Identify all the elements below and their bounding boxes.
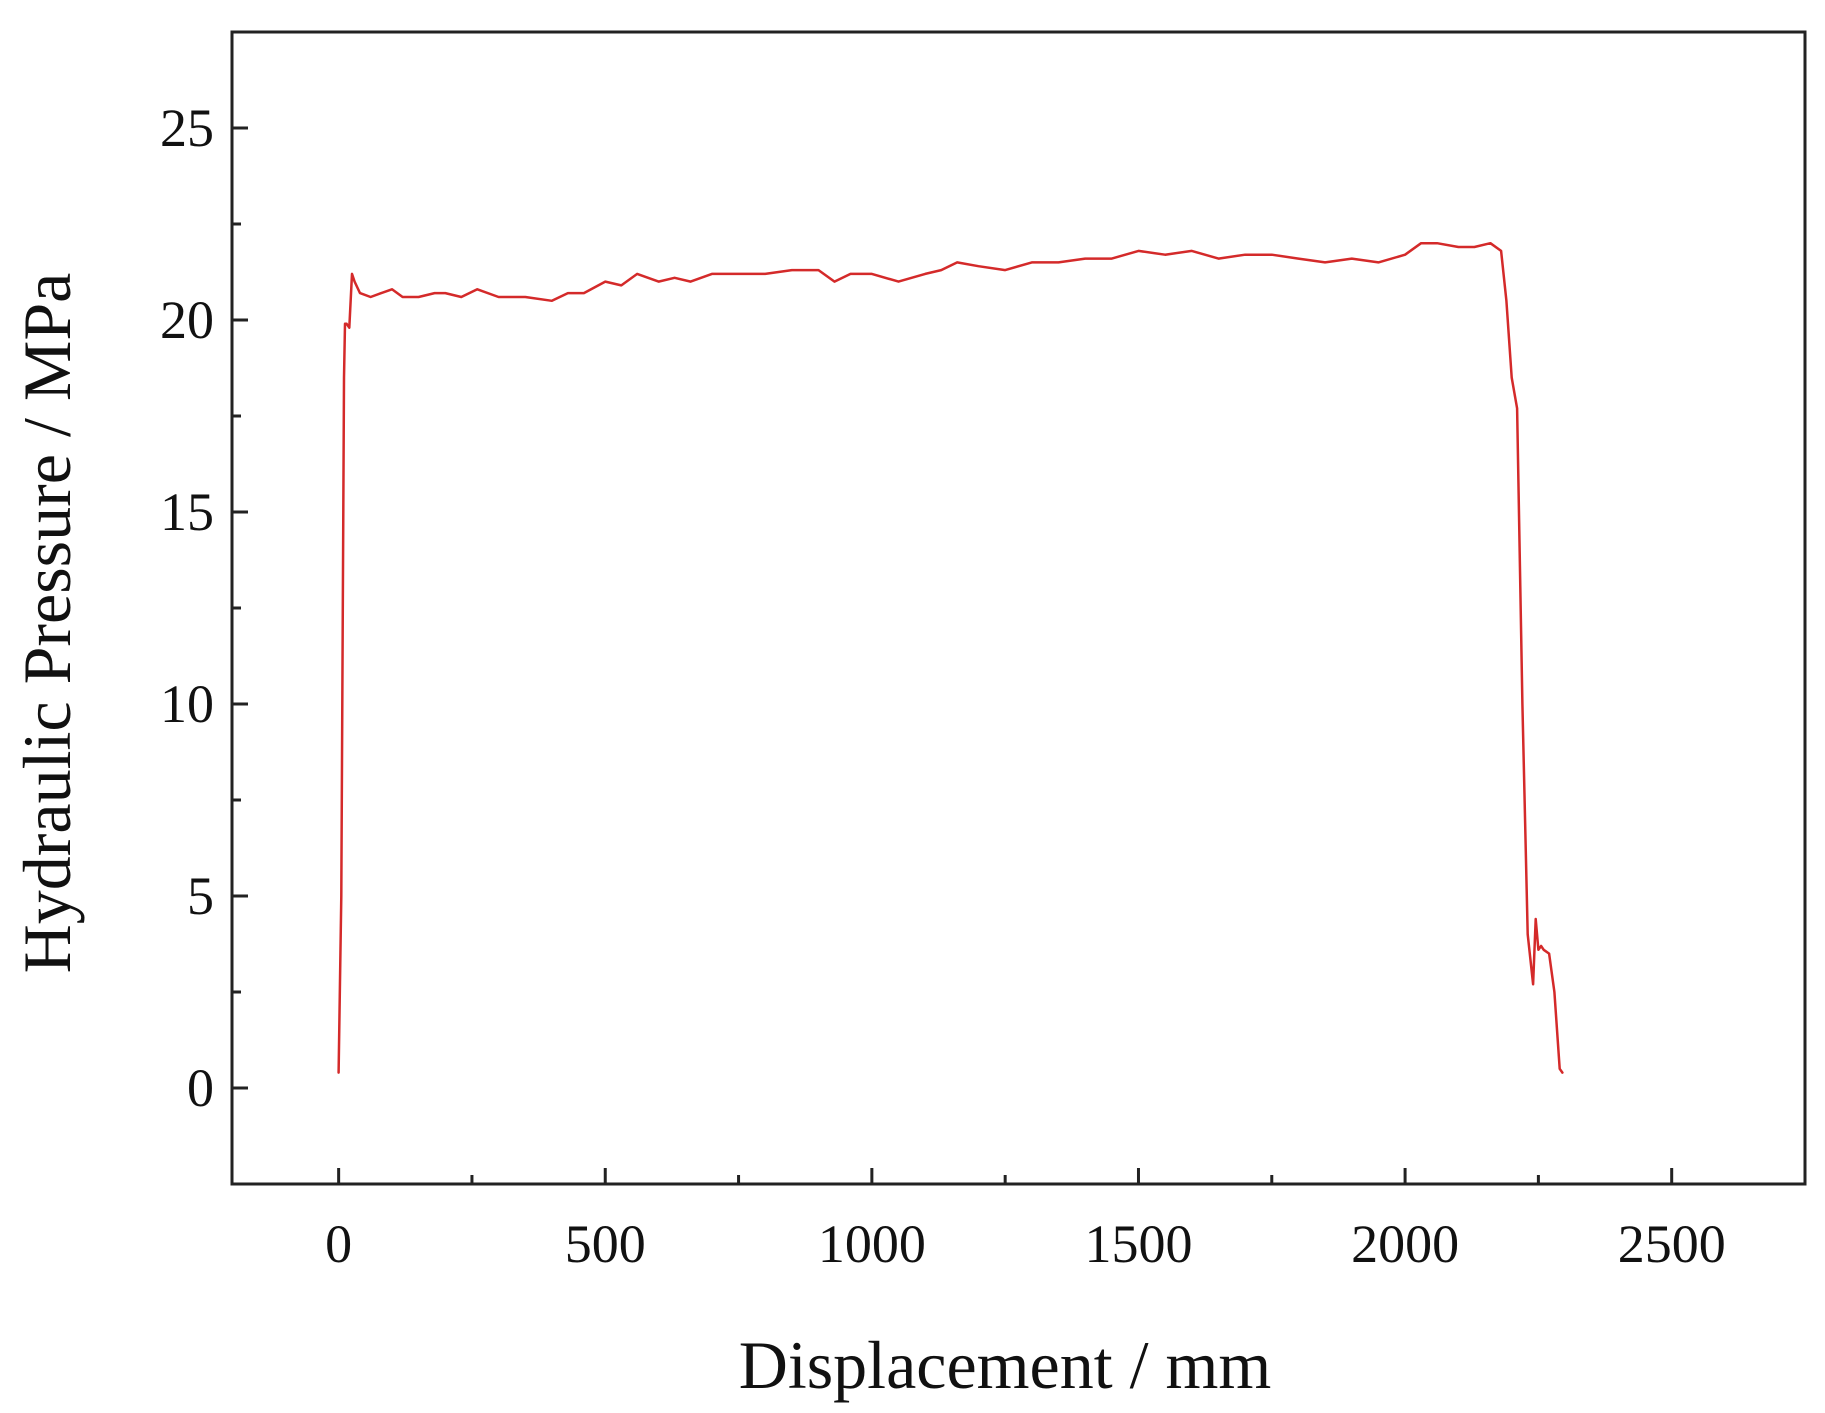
x-tick-label: 0 (325, 1214, 352, 1274)
plot-frame (230, 30, 1807, 1186)
y-axis-tick-labels: 0 5 10 15 20 25 (160, 98, 214, 1118)
x-tick-label: 2000 (1351, 1214, 1459, 1274)
y-tick-label: 5 (187, 866, 214, 926)
y-axis-ticks (232, 126, 248, 1090)
x-tick-label: 1000 (818, 1214, 926, 1274)
x-axis-tick-labels: 0 500 1000 1500 2000 2500 (325, 1214, 1726, 1274)
y-tick-label: 15 (160, 482, 214, 542)
x-axis-title: Displacement / mm (739, 1327, 1272, 1403)
x-tick-label: 1500 (1084, 1214, 1192, 1274)
x-axis-ticks (337, 1168, 1674, 1184)
y-tick-label: 20 (160, 290, 214, 350)
y-tick-label: 10 (160, 674, 214, 734)
x-tick-label: 500 (565, 1214, 646, 1274)
y-axis-title: Hydraulic Pressure / MPa (9, 273, 85, 974)
y-tick-label: 25 (160, 98, 214, 158)
x-tick-label: 2500 (1618, 1214, 1726, 1274)
series-line (337, 241, 1564, 1074)
y-tick-label: 0 (187, 1058, 214, 1118)
